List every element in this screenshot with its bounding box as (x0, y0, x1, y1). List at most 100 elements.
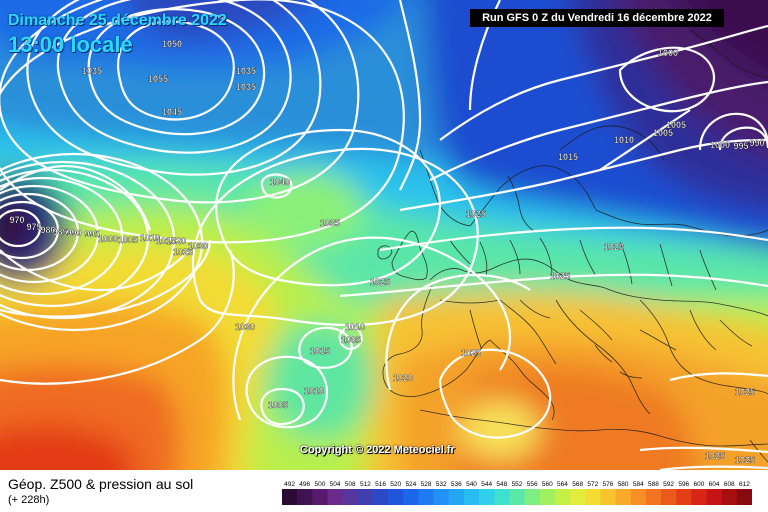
scale-tick-label: 496 (299, 481, 310, 488)
scale-color-swatch (494, 489, 510, 505)
geopotential-color-field (0, 0, 768, 470)
scale-color-swatch (388, 489, 404, 505)
scale-tick-label: 516 (375, 481, 386, 488)
isobar-label: 1030 (188, 241, 208, 251)
scale-color-swatch (676, 489, 692, 505)
isobar-label: 1015 (310, 346, 330, 356)
isobar-label: 975 (26, 222, 41, 232)
isobar-label: 1025 (735, 455, 755, 465)
scale-color-swatch (524, 489, 541, 505)
scale-color-swatch (372, 489, 389, 505)
scale-tick-label: 552 (512, 481, 523, 488)
scale-tick-label: 576 (603, 481, 614, 488)
scale-tick-label: 560 (542, 481, 553, 488)
low-pressure-isobars (0, 152, 204, 332)
isobar-labels: 1050103510551035103510451040103597097598… (9, 39, 764, 465)
scale-tick-label: 588 (648, 481, 659, 488)
isobar-label: 1015 (156, 236, 176, 246)
scale-color-swatch (463, 489, 480, 505)
isobar-label: 1000 (710, 140, 730, 150)
scale-color-swatch (554, 489, 571, 505)
scale-color-swatch (630, 489, 647, 505)
isobar-label: 1020 (393, 373, 413, 383)
isobar-label: 970 (9, 215, 24, 225)
scale-tick-label: 544 (481, 481, 492, 488)
isobar-label: 1010 (140, 233, 160, 243)
scale-tick-label: 528 (421, 481, 432, 488)
isobar-label: 1025 (550, 271, 570, 281)
isobar-label: 1035 (320, 218, 340, 228)
scale-tick-label: 612 (739, 481, 750, 488)
valid-time-title: 13:00 locale (8, 32, 133, 57)
isobar-label: 1025 (705, 451, 725, 461)
scale-color-swatch (736, 489, 752, 505)
scale-color-swatch (600, 489, 616, 505)
isobar-label: 980 (40, 225, 55, 235)
scale-tick-label: 548 (496, 481, 507, 488)
isobar-label: 1010 (304, 386, 324, 396)
product-title: Géop. Z500 & pression au sol (8, 476, 194, 492)
scale-tick-label: 508 (345, 481, 356, 488)
scale-color-swatch (357, 489, 374, 505)
scale-color-swatch (342, 489, 359, 505)
isobar-label: 1025 (173, 247, 193, 257)
scale-tick-label: 532 (436, 481, 447, 488)
isobar-label: 990 (749, 138, 764, 148)
scale-tick-label: 592 (663, 481, 674, 488)
isobar-label: 1010 (614, 135, 634, 145)
scale-tick-label: 572 (587, 481, 598, 488)
isobar-label: 1020 (166, 236, 186, 246)
isobar-label: 1005 (118, 235, 138, 245)
scale-color-swatch (570, 489, 586, 505)
scale-tick-label: 568 (572, 481, 583, 488)
copyright-notice: Copyright © 2022 Meteociel.fr (300, 444, 455, 456)
isobar-label: 1045 (162, 107, 182, 117)
isobar-label: 990 (66, 228, 81, 238)
scale-color-swatch (479, 489, 495, 505)
isobar-label: 1015 (558, 152, 578, 162)
scale-color-swatch (585, 489, 601, 505)
isobar-label: 1050 (162, 39, 182, 49)
isobar-label: 1000 (98, 234, 118, 244)
scale-color-swatch (327, 489, 343, 505)
isobar-label: 1035 (82, 66, 102, 76)
isobar-label: 1005 (666, 120, 686, 130)
scale-tick-label: 492 (284, 481, 295, 488)
scale-color-swatch (297, 489, 313, 505)
scale-color-swatch (645, 489, 662, 505)
map-canvas: 1050103510551035103510451040103597097598… (0, 0, 768, 470)
scale-tick-label: 600 (694, 481, 705, 488)
scale-tick-label: 500 (314, 481, 325, 488)
isobar-label: 1055 (148, 74, 168, 84)
scale-color-swatch (706, 489, 722, 505)
isobar-label: 985 (52, 227, 67, 237)
scale-color-swatch (418, 489, 434, 505)
isobar-label: 1005 (653, 128, 673, 138)
scale-color-swatch (509, 489, 525, 505)
coastlines (377, 29, 768, 463)
isobar-label: 1035 (236, 82, 256, 92)
scale-color-swatch (661, 489, 677, 505)
isobar-label: 1025 (461, 348, 481, 358)
scale-tick-label: 540 (466, 481, 477, 488)
scale-tick-label: 580 (618, 481, 629, 488)
isobar-label: 1025 (735, 387, 755, 397)
scale-tick-label: 596 (678, 481, 689, 488)
isobar-label: 1005 (341, 335, 361, 345)
scale-color-swatch (691, 489, 707, 505)
isobar-label: 995 (733, 141, 748, 151)
isobar-label: 1025 (466, 209, 486, 219)
valid-date-title: Dimanche 25 décembre 2022 (8, 12, 227, 29)
scale-tick-label: 512 (360, 481, 371, 488)
scale-color-swatch (433, 489, 450, 505)
scale-tick-label: 604 (709, 481, 720, 488)
isobar-label: 1005 (268, 400, 288, 410)
isobar-label: 1010 (345, 322, 365, 332)
isobar-label: 1035 (236, 66, 256, 76)
scale-color-swatch (403, 489, 419, 505)
isobar-label: 995 (84, 229, 99, 239)
scale-tick-label: 608 (724, 481, 735, 488)
isobar-label: 1030 (235, 322, 255, 332)
scale-color-swatch (721, 489, 738, 505)
